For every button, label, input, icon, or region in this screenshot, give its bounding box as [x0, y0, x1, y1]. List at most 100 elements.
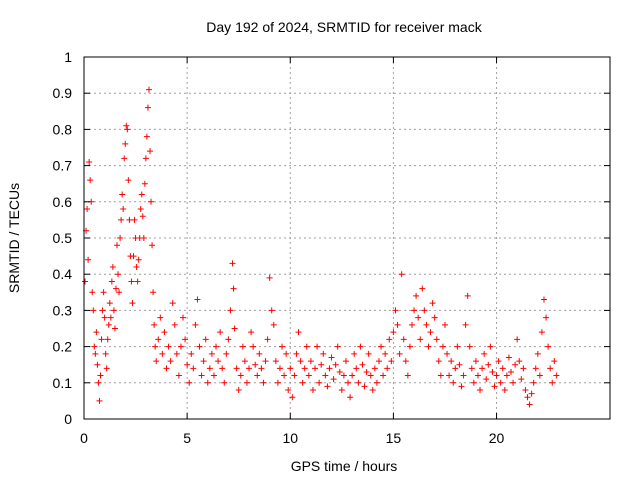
data-point: [87, 177, 94, 184]
data-point: [82, 278, 89, 285]
data-point: [501, 387, 508, 394]
data-point: [200, 358, 207, 365]
data-point: [334, 343, 341, 350]
data-point: [316, 379, 323, 386]
data-point: [165, 343, 172, 350]
data-point: [268, 307, 275, 314]
data-point: [419, 285, 426, 292]
data-point: [180, 314, 187, 321]
data-point: [524, 394, 531, 401]
data-point: [266, 274, 273, 281]
data-point: [320, 350, 327, 357]
data-point: [353, 365, 360, 372]
data-point: [450, 379, 457, 386]
data-point: [229, 260, 236, 267]
data-point: [483, 376, 490, 383]
data-point: [95, 379, 102, 386]
data-point: [198, 372, 205, 379]
data-point: [367, 372, 374, 379]
x-tick-label: 0: [80, 430, 88, 446]
data-point: [491, 383, 498, 390]
data-point: [340, 372, 347, 379]
data-point: [89, 289, 96, 296]
data-point: [114, 242, 121, 249]
data-point: [188, 350, 195, 357]
data-point: [230, 285, 237, 292]
data-point: [237, 372, 244, 379]
data-point: [338, 387, 345, 394]
data-point: [322, 372, 329, 379]
data-point: [100, 289, 107, 296]
data-point: [153, 358, 160, 365]
data-point: [125, 177, 132, 184]
data-point: [305, 372, 312, 379]
data-point: [90, 307, 97, 314]
data-point: [458, 383, 465, 390]
data-point: [210, 372, 217, 379]
data-point: [252, 361, 259, 368]
y-tick-label: 0: [64, 411, 72, 427]
data-point: [380, 372, 387, 379]
data-point: [497, 379, 504, 386]
x-tick-label: 5: [183, 430, 191, 446]
data-point: [149, 242, 156, 249]
data-point: [495, 358, 502, 365]
data-point: [103, 365, 110, 372]
data-point: [84, 206, 91, 213]
x-tick-label: 20: [489, 430, 505, 446]
y-axis-label: SRMTID / TECUs: [6, 183, 22, 293]
data-point: [287, 365, 294, 372]
data-point: [532, 365, 539, 372]
data-point: [152, 343, 159, 350]
data-point: [151, 321, 158, 328]
data-point: [470, 379, 477, 386]
data-point: [429, 300, 436, 307]
data-point: [264, 336, 271, 343]
data-point: [276, 365, 283, 372]
data-point: [182, 336, 189, 343]
data-point: [456, 361, 463, 368]
data-point: [115, 271, 122, 278]
data-point: [227, 307, 234, 314]
y-tick-label: 0.5: [53, 230, 73, 246]
data-point: [129, 300, 136, 307]
data-point: [437, 372, 444, 379]
data-point: [474, 372, 481, 379]
data-point: [545, 343, 552, 350]
data-point: [314, 343, 321, 350]
data-point: [291, 372, 298, 379]
y-tick-label: 0.4: [53, 266, 73, 282]
data-point: [91, 343, 98, 350]
data-point: [332, 361, 339, 368]
data-point: [540, 296, 547, 303]
data-point: [126, 216, 133, 223]
data-point: [538, 329, 545, 336]
data-point: [553, 372, 560, 379]
grid-lines: [84, 57, 610, 419]
data-point: [382, 350, 389, 357]
data-point: [516, 358, 523, 365]
data-point: [375, 358, 382, 365]
data-point: [239, 343, 246, 350]
data-point: [92, 350, 99, 357]
x-tick-label: 15: [386, 430, 402, 446]
data-point: [246, 365, 253, 372]
data-point: [522, 387, 529, 394]
data-point: [427, 329, 434, 336]
data-point: [421, 307, 428, 314]
data-point: [231, 325, 238, 332]
data-point: [493, 372, 500, 379]
data-point: [415, 314, 422, 321]
data-point: [124, 126, 131, 133]
x-tick-label: 10: [282, 430, 298, 446]
data-point: [487, 343, 494, 350]
data-point: [123, 122, 130, 129]
data-point: [384, 365, 391, 372]
data-point: [347, 394, 354, 401]
y-tick-label: 0.9: [53, 85, 73, 101]
data-point: [223, 350, 230, 357]
data-point: [528, 390, 535, 397]
data-point: [373, 379, 380, 386]
data-point: [479, 365, 486, 372]
